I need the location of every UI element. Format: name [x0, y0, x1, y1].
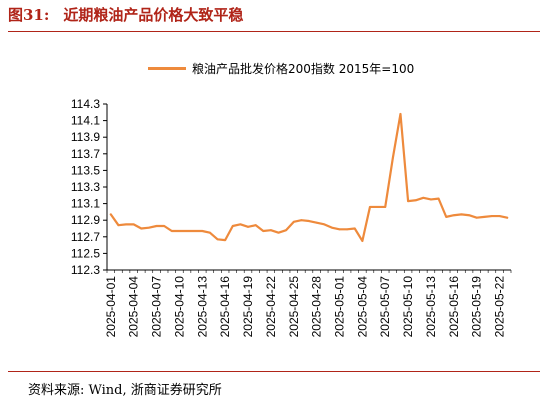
- x-tick-label: 2025-05-04: [355, 276, 369, 338]
- data-point: [506, 216, 509, 219]
- data-point: [414, 199, 417, 202]
- data-point: [407, 200, 409, 203]
- data-point: [277, 231, 280, 234]
- line-chart: 粮油产品批发价格200指数 2015年=100 114.3114.1113.91…: [71, 61, 512, 338]
- data-point: [125, 223, 127, 226]
- data-point: [132, 223, 135, 226]
- y-tick-label: 112.3: [71, 263, 100, 277]
- data-point: [239, 223, 242, 226]
- x-tick-label: 2025-04-10: [172, 276, 186, 338]
- figure-title-text: 近期粮油产品价格大致平稳: [63, 6, 244, 24]
- y-tick-label: 112.5: [71, 246, 100, 260]
- y-tick-label: 113.7: [71, 147, 100, 161]
- data-point: [422, 196, 425, 199]
- data-point: [109, 213, 112, 216]
- data-point: [338, 228, 341, 231]
- data-point: [430, 198, 432, 201]
- y-tick-label: 113.1: [71, 197, 100, 211]
- data-point: [155, 225, 158, 227]
- data-point: [224, 239, 227, 242]
- figure-number: 图31:: [8, 6, 50, 24]
- data-point: [361, 240, 364, 242]
- data-point: [468, 214, 470, 217]
- y-tick-label: 112.7: [71, 230, 100, 244]
- x-tick-label: 2025-04-22: [264, 276, 278, 338]
- legend-label: 粮油产品批发价格200指数 2015年=100: [192, 61, 414, 76]
- data-point: [163, 225, 166, 227]
- source-rule: [8, 371, 540, 372]
- data-point: [262, 230, 265, 232]
- series-group: [109, 112, 509, 243]
- chart-legend: 粮油产品批发价格200指数 2015年=100: [148, 61, 414, 76]
- data-point: [178, 230, 181, 232]
- x-tick-label: 2025-05-16: [447, 276, 461, 338]
- x-tick-label: 2025-04-19: [241, 276, 255, 338]
- x-tick-label: 2025-05-07: [378, 276, 392, 338]
- y-axis-ticks: 114.3 114.1 113.9 113.7 113.5 113.3 113.1 112.9…: [71, 97, 107, 277]
- data-point: [346, 228, 349, 231]
- data-point: [254, 224, 257, 227]
- data-point: [269, 229, 272, 232]
- x-tick-label: 2025-04-28: [310, 276, 324, 338]
- y-tick-label: 113.9: [71, 130, 100, 144]
- x-tick-label: 2025-04-16: [218, 276, 232, 338]
- data-point: [376, 206, 379, 208]
- x-tick-label: 2025-04-01: [104, 276, 118, 338]
- data-point: [193, 230, 196, 232]
- x-tick-label: 2025-04-25: [287, 276, 301, 338]
- data-point: [247, 225, 249, 228]
- data-point: [285, 229, 288, 232]
- data-point: [209, 231, 211, 234]
- x-tick-label: 2025-04-04: [127, 276, 141, 338]
- x-tick-label: 2025-04-07: [150, 276, 164, 338]
- data-point: [315, 221, 318, 224]
- data-point: [308, 220, 310, 222]
- data-point: [369, 206, 371, 208]
- data-point: [170, 230, 173, 232]
- x-tick-label: 2025-05-01: [332, 276, 346, 338]
- data-point: [491, 215, 493, 217]
- x-tick-label: 2025-05-19: [470, 276, 484, 338]
- data-point: [292, 220, 295, 223]
- y-tick-label: 114.1: [71, 114, 100, 128]
- data-point: [445, 215, 448, 218]
- x-tick-label: 2025-04-13: [195, 276, 209, 338]
- data-point: [201, 230, 204, 232]
- y-tick-label: 112.9: [71, 213, 100, 227]
- data-point: [475, 216, 478, 219]
- data-point: [384, 206, 387, 208]
- title-rule: [8, 31, 540, 32]
- data-point: [353, 227, 356, 230]
- y-tick-label: 114.3: [71, 97, 100, 111]
- data-point: [399, 113, 402, 115]
- x-axis-ticks: 2025-04-01 2025-04-04 2025-04-07 2025-04-10…: [104, 270, 512, 338]
- y-tick-label: 113.5: [71, 163, 100, 177]
- data-point: [117, 224, 120, 227]
- data-point: [148, 226, 150, 229]
- data-point: [483, 215, 486, 218]
- chart-axes: [106, 104, 511, 271]
- data-point: [300, 219, 303, 222]
- data-point: [330, 226, 333, 229]
- data-point: [186, 230, 188, 232]
- data-point: [231, 225, 234, 227]
- data-point: [391, 157, 394, 159]
- x-tick-label: 2025-05-10: [401, 276, 415, 338]
- data-point: [216, 238, 219, 241]
- data-point: [437, 197, 440, 200]
- x-tick-label: 2025-05-13: [424, 276, 438, 338]
- data-point: [460, 213, 463, 216]
- data-point: [140, 227, 143, 230]
- source-note: 资料来源: Wind, 浙商证券研究所: [28, 383, 222, 398]
- y-tick-label: 113.3: [71, 180, 100, 194]
- data-point: [498, 215, 501, 217]
- data-point: [323, 223, 326, 226]
- data-point: [452, 214, 455, 217]
- figure-title: 图31: 近期粮油产品价格大致平稳: [8, 4, 243, 25]
- x-tick-label: 2025-05-22: [493, 276, 507, 338]
